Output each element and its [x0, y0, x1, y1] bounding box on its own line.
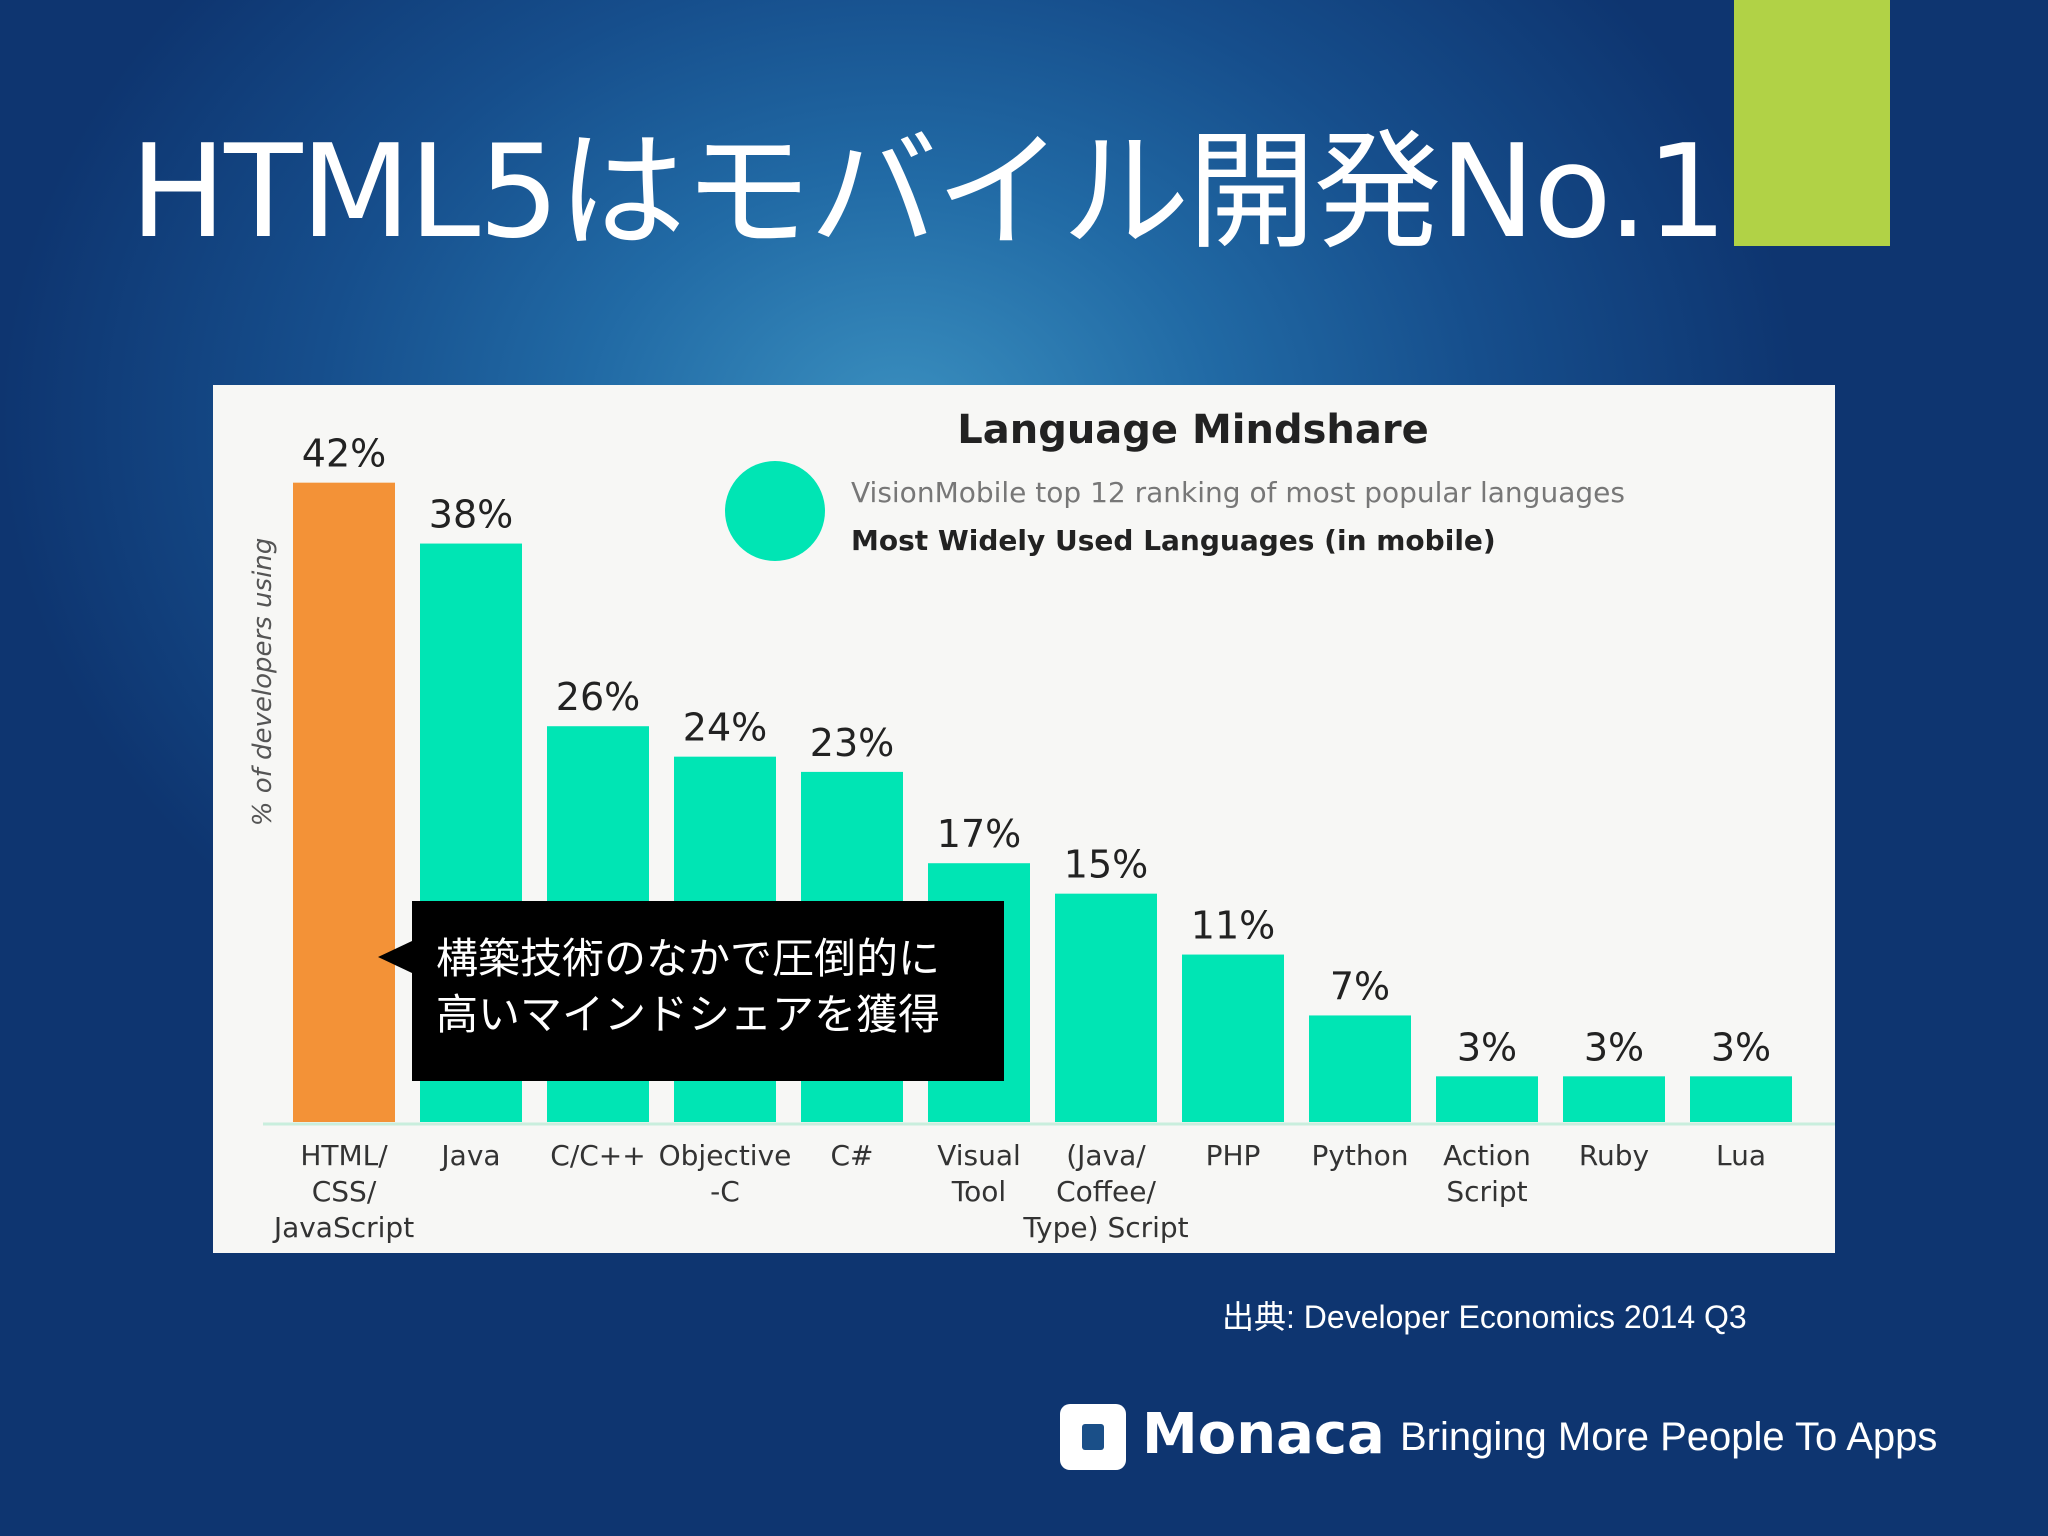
chart-panel: Language Mindshare VisionMobile top 12 ra…	[213, 385, 1835, 1253]
bar-9	[1309, 1015, 1411, 1122]
footer: Monaca Bringing More People To Apps	[1060, 1400, 2020, 1470]
monaca-logo-icon	[1060, 1404, 1126, 1470]
slide-title: HTML5はモバイル開発No.1	[130, 118, 1728, 267]
accent-block	[1734, 0, 1890, 246]
tick-label-8-1: PHP	[1206, 1139, 1261, 1172]
logo-text: Monaca	[1142, 1402, 1385, 1467]
tick-label-12-1: Lua	[1716, 1139, 1766, 1172]
bar-1	[293, 482, 395, 1123]
data-label-6: 17%	[937, 812, 1021, 856]
bar-8	[1182, 954, 1284, 1122]
callout-line-1: 構築技術のなかで圧倒的に	[436, 934, 941, 983]
tick-label-2-1: Java	[439, 1139, 500, 1172]
bar-11	[1563, 1076, 1665, 1122]
tick-label-3-1: C/C++	[550, 1139, 645, 1172]
data-label-7: 15%	[1064, 843, 1148, 887]
tick-label-1-3: JavaScript	[272, 1211, 414, 1244]
tick-label-4-2: -C	[710, 1175, 740, 1208]
tick-label-1-1: HTML/	[300, 1139, 388, 1172]
bar-chart: Language Mindshare VisionMobile top 12 ra…	[248, 407, 1835, 1244]
tick-label-9-1: Python	[1311, 1139, 1408, 1172]
data-label-9: 7%	[1330, 964, 1390, 1008]
source-note: 出典: Developer Economics 2014 Q3	[1222, 1299, 1747, 1335]
callout-box: 構築技術のなかで圧倒的に 高いマインドシェアを獲得	[378, 901, 1004, 1081]
data-label-3: 26%	[556, 675, 640, 719]
callout-line-2: 高いマインドシェアを獲得	[436, 990, 941, 1039]
tick-label-4-1: Objective	[659, 1139, 792, 1172]
data-label-5: 23%	[810, 721, 894, 765]
data-label-4: 24%	[683, 706, 767, 750]
bar-7	[1055, 893, 1157, 1122]
tick-label-6-1: Visual	[937, 1139, 1021, 1172]
y-axis-label: % of developers using	[248, 538, 278, 827]
tick-label-7-3: Type) Script	[1022, 1211, 1188, 1244]
legend-label: Most Widely Used Languages (in mobile)	[851, 524, 1496, 557]
tick-label-5-1: C#	[830, 1139, 873, 1172]
tick-label-7-1: (Java/	[1066, 1139, 1146, 1172]
tick-label-6-2: Tool	[951, 1175, 1006, 1208]
data-label-10: 3%	[1457, 1025, 1517, 1069]
bar-10	[1436, 1076, 1538, 1122]
chart-title: Language Mindshare	[957, 407, 1429, 453]
tick-label-10-1: Action	[1443, 1139, 1531, 1172]
data-label-12: 3%	[1711, 1025, 1771, 1069]
tagline: Bringing More People To Apps	[1400, 1415, 1938, 1459]
tick-label-11-1: Ruby	[1579, 1139, 1649, 1172]
tick-label-10-2: Script	[1446, 1175, 1527, 1208]
chart-subtitle: VisionMobile top 12 ranking of most popu…	[851, 476, 1625, 509]
bar-12	[1690, 1076, 1792, 1122]
data-label-2: 38%	[429, 493, 513, 537]
data-label-8: 11%	[1191, 904, 1275, 948]
data-label-11: 3%	[1584, 1025, 1644, 1069]
legend-marker	[725, 461, 825, 561]
tick-label-7-2: Coffee/	[1056, 1175, 1156, 1208]
data-label-1: 42%	[302, 432, 386, 476]
tick-label-1-2: CSS/	[312, 1175, 377, 1208]
